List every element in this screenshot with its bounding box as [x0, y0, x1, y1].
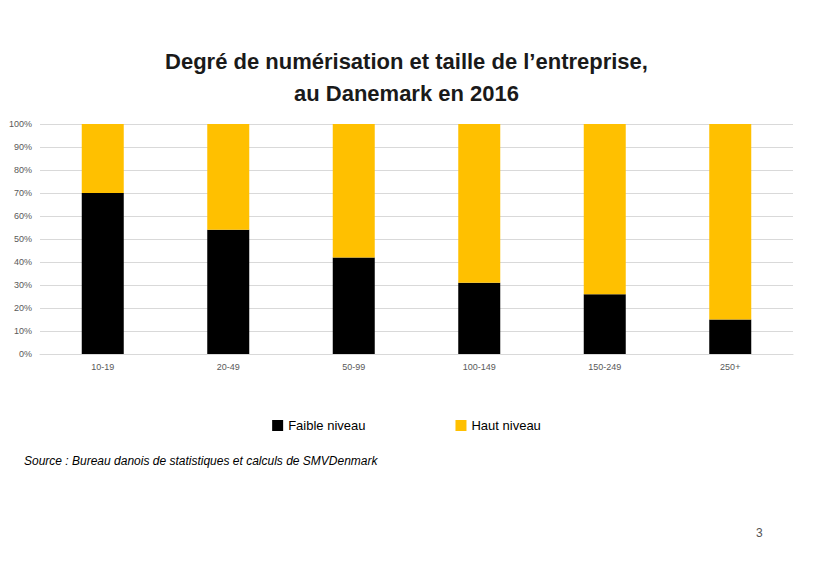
svg-text:40%: 40%	[14, 257, 32, 267]
svg-text:150-249: 150-249	[588, 362, 621, 372]
svg-text:50%: 50%	[14, 234, 32, 244]
svg-text:Haut niveau: Haut niveau	[471, 418, 540, 433]
svg-text:20-49: 20-49	[217, 362, 240, 372]
svg-text:250+: 250+	[720, 362, 740, 372]
svg-text:90%: 90%	[14, 142, 32, 152]
svg-text:0%: 0%	[19, 349, 32, 359]
svg-text:10-19: 10-19	[91, 362, 114, 372]
svg-text:100%: 100%	[9, 119, 32, 129]
svg-text:50-99: 50-99	[342, 362, 365, 372]
svg-text:Source : Bureau danois de stat: Source : Bureau danois de statistiques e…	[24, 454, 379, 468]
svg-text:30%: 30%	[14, 280, 32, 290]
svg-text:20%: 20%	[14, 303, 32, 313]
svg-text:100-149: 100-149	[463, 362, 496, 372]
svg-text:3: 3	[756, 526, 763, 540]
svg-text:10%: 10%	[14, 326, 32, 336]
svg-text:70%: 70%	[14, 188, 32, 198]
svg-text:Degré de numérisation et taill: Degré de numérisation et taille de l’ent…	[165, 49, 648, 74]
svg-text:80%: 80%	[14, 165, 32, 175]
svg-text:Faible niveau: Faible niveau	[288, 418, 365, 433]
svg-text:60%: 60%	[14, 211, 32, 221]
svg-text:au Danemark en 2016: au Danemark en 2016	[294, 81, 519, 106]
